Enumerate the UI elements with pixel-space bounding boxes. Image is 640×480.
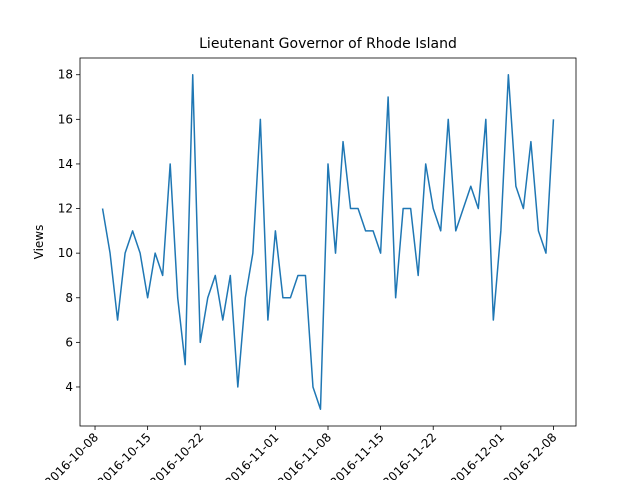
y-tick-label: 10 — [58, 246, 73, 260]
line — [101, 73, 555, 411]
y-tick-label: 16 — [58, 112, 73, 126]
y-tick-label: 18 — [58, 68, 73, 82]
y-tick-label: 4 — [65, 380, 73, 394]
y-tick-label: 6 — [65, 335, 73, 349]
y-tick-label: 14 — [58, 157, 73, 171]
chart-title: Lieutenant Governor of Rhode Island — [199, 36, 457, 52]
y-axis-label: Views — [32, 225, 46, 260]
plot-frame — [79, 57, 577, 427]
y-tick-label: 8 — [65, 291, 73, 305]
y-tick-label: 12 — [58, 202, 73, 216]
